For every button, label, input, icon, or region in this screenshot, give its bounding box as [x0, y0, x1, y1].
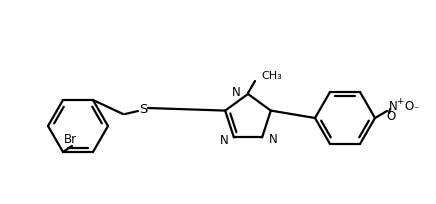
Text: N: N	[232, 86, 241, 100]
Text: N: N	[388, 100, 397, 112]
Text: N: N	[220, 134, 229, 147]
Text: +: +	[396, 96, 404, 105]
Text: Br: Br	[64, 133, 77, 146]
Text: O: O	[386, 111, 395, 123]
Text: CH₃: CH₃	[261, 71, 282, 81]
Text: ⁻: ⁻	[413, 105, 419, 115]
Text: S: S	[139, 103, 147, 115]
Text: N: N	[269, 133, 278, 146]
Text: O: O	[404, 100, 414, 112]
